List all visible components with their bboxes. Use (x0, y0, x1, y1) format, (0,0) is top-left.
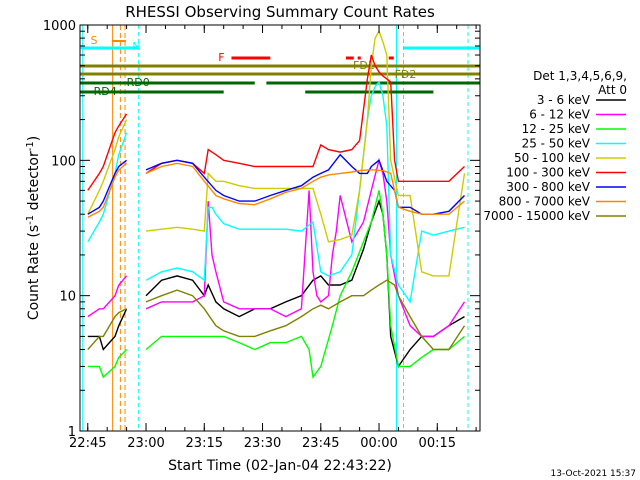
legend-header-2: Att 0 (598, 83, 627, 97)
series-line-0 (87, 198, 465, 369)
x-tick-label: 23:45 (302, 436, 339, 451)
legend-entry-label: 100 - 300 keV (506, 166, 590, 180)
plot-frame (79, 24, 481, 432)
legend-entry-label: 50 - 100 keV (514, 151, 591, 165)
series-line-1 (87, 157, 466, 338)
x-tick-label: 22:45 (69, 436, 106, 451)
band-label-rd0: RD0 (127, 76, 150, 89)
footer-timestamp: 13-Oct-2021 15:37 (551, 469, 636, 479)
y-axis-label: Count Rate (s-1 detector-1) (25, 136, 42, 320)
series-line-3 (87, 80, 465, 304)
legend-entry-label: 6 - 12 keV (529, 108, 591, 122)
legend-entry-label: 25 - 50 keV (522, 137, 591, 151)
chart-title: RHESSI Observing Summary Count Rates (125, 3, 435, 21)
y-tick-label: 10 (59, 290, 76, 305)
x-tick-label: 00:15 (419, 436, 456, 451)
axes: 22:45 23:00 23:15 23:30 23:45 00:00 00:15 1 10 10… (43, 19, 480, 451)
series-line-4 (87, 29, 466, 277)
band-label-fd2: FD2 (395, 68, 417, 81)
band-label-rd4: RD4 (94, 85, 117, 98)
legend-entry-label: 800 - 7000 keV (499, 195, 591, 209)
legend-entry-label: 7000 - 15000 keV (483, 209, 590, 223)
x-tick-label: 00:00 (360, 436, 397, 451)
y-tick-label: 1 (68, 425, 76, 440)
y-tick-label: 1000 (43, 19, 76, 34)
legend-entry-label: 3 - 6 keV (537, 93, 591, 107)
legend-header-1: Det 1,3,4,5,6,9, (533, 69, 627, 83)
series-line-5 (87, 54, 465, 191)
legend-entry-label: 300 - 800 keV (506, 180, 590, 194)
series-layer (87, 29, 466, 379)
legend-entry-label: 12 - 25 keV (522, 122, 591, 136)
series-line-6 (87, 153, 465, 215)
series-line-7 (87, 162, 465, 218)
x-tick-label: 23:15 (186, 436, 223, 451)
band-label-s: S (90, 34, 97, 47)
band-label-f: F (218, 51, 224, 64)
x-axis-label: Start Time (02-Jan-04 22:43:22) (168, 458, 392, 474)
series-line-2 (87, 190, 465, 379)
x-tick-label: 23:00 (127, 436, 164, 451)
x-tick-label: 23:30 (244, 436, 281, 451)
y-tick-label: 100 (51, 154, 76, 169)
band-label-n: N (132, 40, 140, 53)
series-line-8 (87, 279, 466, 351)
